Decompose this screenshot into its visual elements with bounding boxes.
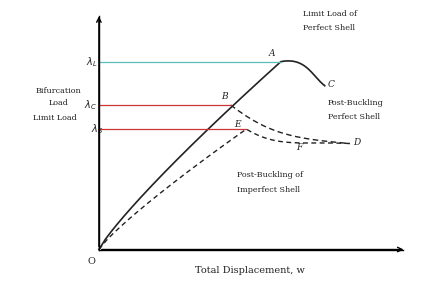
Text: A: A xyxy=(268,49,275,58)
Text: C: C xyxy=(328,80,335,89)
Text: $\lambda_L$: $\lambda_L$ xyxy=(86,55,97,68)
Text: Perfect Shell: Perfect Shell xyxy=(303,24,355,32)
Text: Load: Load xyxy=(48,99,68,107)
Text: F: F xyxy=(296,142,303,151)
Text: E: E xyxy=(234,120,240,129)
Text: D: D xyxy=(353,138,360,147)
Text: $\lambda_S$: $\lambda_S$ xyxy=(91,122,104,136)
Text: Post-Buckling: Post-Buckling xyxy=(328,99,384,107)
Text: $\lambda_C$: $\lambda_C$ xyxy=(85,98,97,112)
Text: Imperfect Shell: Imperfect Shell xyxy=(237,186,300,194)
Text: O: O xyxy=(88,257,96,266)
Text: Bifurcation: Bifurcation xyxy=(35,86,81,95)
Text: Limit Load: Limit Load xyxy=(33,114,77,122)
Text: B: B xyxy=(221,92,228,101)
Text: Limit Load of: Limit Load of xyxy=(303,10,357,18)
Text: Perfect Shell: Perfect Shell xyxy=(328,114,380,121)
Text: Total Displacement, w: Total Displacement, w xyxy=(195,266,304,275)
Text: Post-Buckling of: Post-Buckling of xyxy=(237,171,303,179)
